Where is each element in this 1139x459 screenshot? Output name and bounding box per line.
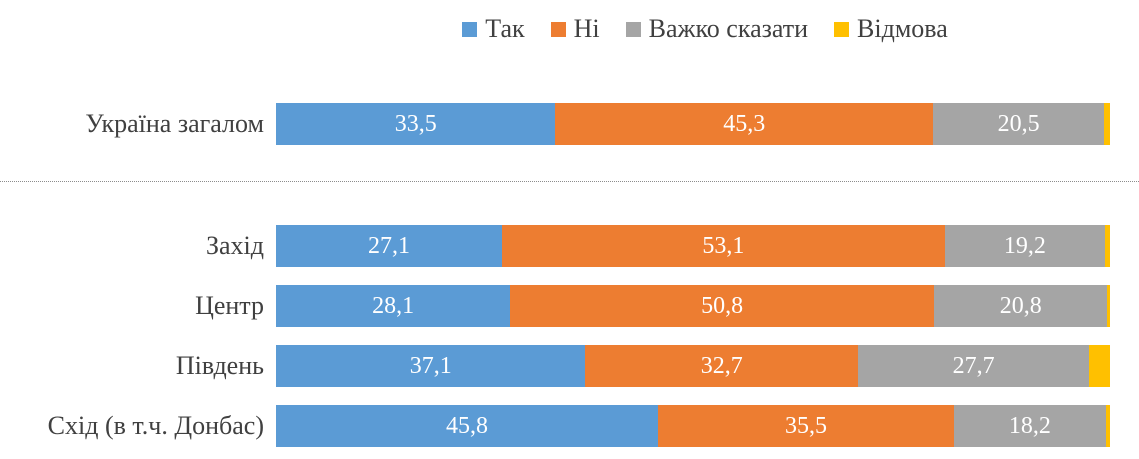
stacked-bar: 28,1 50,8 20,8 [276, 285, 1110, 327]
bar-value-label: 27,1 [368, 233, 410, 259]
bar-segment-Відмова [1107, 285, 1110, 327]
legend-item-vidmova: Відмова [834, 16, 948, 42]
bar-value-label: 35,5 [785, 413, 827, 439]
category-label: Захід [205, 231, 264, 260]
bar-segment-Відмова [1089, 345, 1110, 387]
legend-swatch-ni [550, 21, 566, 37]
bar-value-label: 20,8 [999, 293, 1042, 319]
bar-segment-Важко сказати: 20,5 [933, 103, 1105, 145]
category-label: Південь [175, 351, 264, 380]
bar-segment-Ні: 32,7 [585, 345, 859, 387]
bar-row-3: Південь 37,1 32,7 27,7 [0, 345, 1139, 387]
stacked-bar: 45,8 35,5 18,2 [276, 405, 1110, 447]
bar-segment-Так: 45,8 [276, 405, 658, 447]
bar-row-2: Центр 28,1 50,8 20,8 [0, 285, 1139, 327]
bar-segment-Важко сказати: 19,2 [944, 225, 1105, 267]
legend-swatch-tak [462, 21, 478, 37]
bar-value-label: 19,2 [1003, 233, 1046, 259]
bar-value-label: 32,7 [700, 353, 743, 379]
legend-label-tak: Так [485, 14, 525, 43]
bar-segment-Ні: 35,5 [657, 405, 955, 447]
bar-row-1: Захід 27,1 53,1 19,2 [0, 225, 1139, 267]
category-label: Центр [195, 291, 264, 320]
bar-value-label: 18,2 [1008, 413, 1051, 439]
legend-label-ni: Ні [573, 14, 600, 43]
bar-segment-Відмова [1104, 103, 1110, 145]
bar-value-label: 27,7 [952, 353, 995, 379]
category-label: Україна загалом [85, 109, 264, 138]
bar-value-label: 50,8 [701, 293, 744, 319]
legend-item-vazhko-skazaty: Важко сказати [625, 14, 809, 43]
bar-value-label: 45,3 [723, 111, 766, 137]
bar-value-label: 53,1 [702, 233, 745, 259]
legend-swatch-vidmova [834, 21, 850, 37]
bar-segment-Ні: 45,3 [555, 103, 934, 145]
bar-segment-Так: 33,5 [276, 103, 556, 145]
bar-segment-Важко сказати: 27,7 [858, 345, 1090, 387]
bar-segment-Так: 27,1 [276, 225, 502, 267]
separator-dotted-line [0, 181, 1139, 182]
legend-label-vazhko-skazaty: Важко сказати [648, 14, 809, 43]
bar-value-label: 20,5 [997, 111, 1040, 137]
bar-segment-Ні: 50,8 [510, 285, 935, 327]
legend-label-vidmova: Відмова [857, 14, 948, 43]
legend-item-tak: Так [462, 14, 525, 43]
bar-segment-Так: 28,1 [276, 285, 511, 327]
category-label: Схід (в т.ч. Донбас) [47, 411, 264, 440]
bar-value-label: 45,8 [445, 413, 488, 439]
chart-legend: Так Ні Важко сказати Відмова [288, 16, 1122, 42]
stacked-bar: 27,1 53,1 19,2 [276, 225, 1110, 267]
legend-item-ni: Ні [550, 14, 600, 43]
bar-segment-Відмова [1105, 405, 1110, 447]
bar-value-label: 33,5 [394, 111, 437, 137]
bar-segment-Ні: 53,1 [502, 225, 945, 267]
bar-row-4: Схід (в т.ч. Донбас) 45,8 35,5 18,2 [0, 405, 1139, 447]
bar-value-label: 37,1 [409, 353, 452, 379]
legend-swatch-vazhko-skazaty [625, 21, 641, 37]
bar-row-0: Україна загалом 33,5 45,3 20,5 [0, 103, 1139, 145]
bar-segment-Відмова [1104, 225, 1110, 267]
bar-segment-Так: 37,1 [276, 345, 586, 387]
stacked-bar: 37,1 32,7 27,7 [276, 345, 1110, 387]
stacked-bar: 33,5 45,3 20,5 [276, 103, 1110, 145]
bar-segment-Важко сказати: 18,2 [954, 405, 1106, 447]
bar-segment-Важко сказати: 20,8 [934, 285, 1108, 327]
bar-value-label: 28,1 [372, 293, 415, 319]
